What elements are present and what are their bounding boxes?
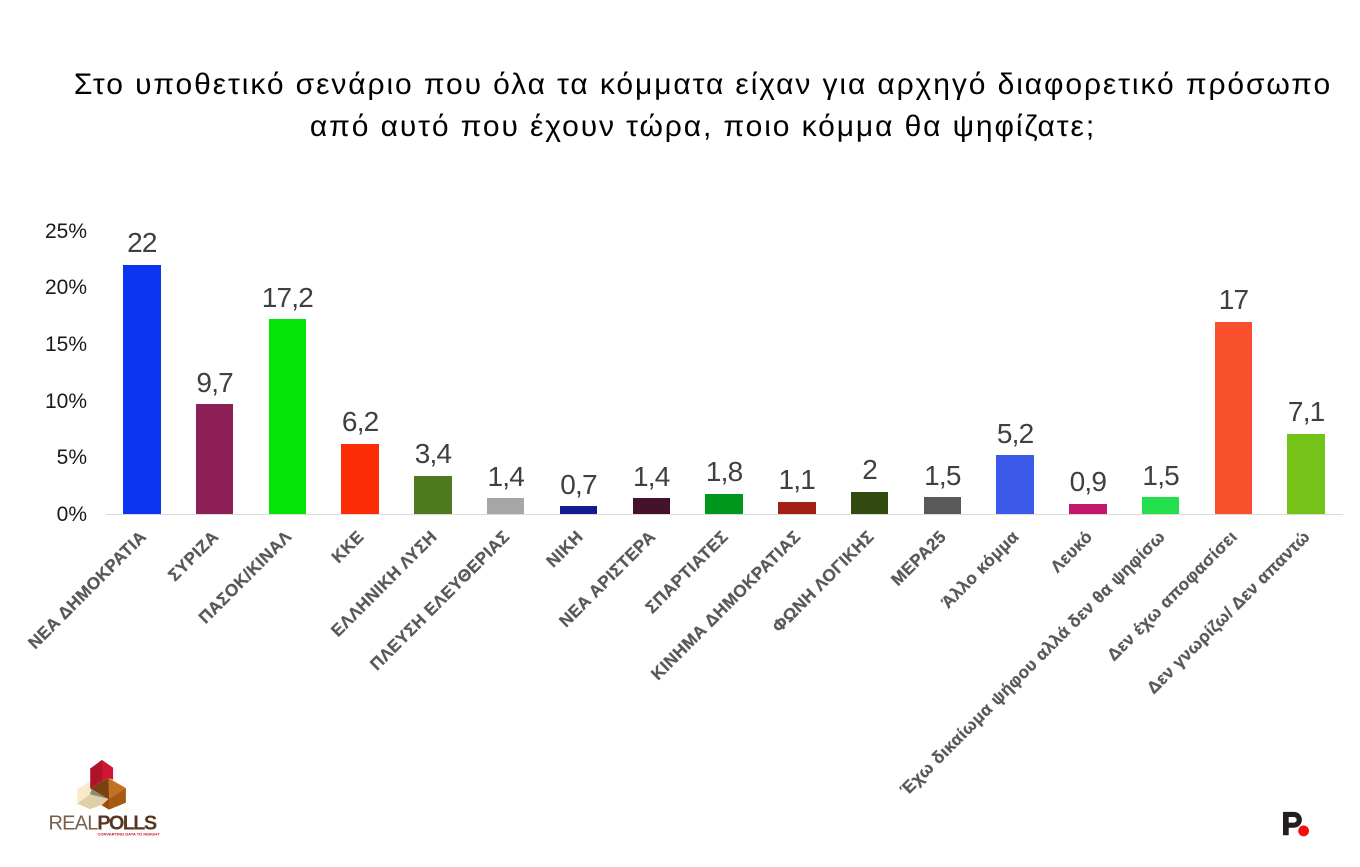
svg-text:CONVERTING DATA TO INSIGHT: CONVERTING DATA TO INSIGHT xyxy=(98,831,161,836)
svg-text:POLLS: POLLS xyxy=(97,812,157,834)
svg-text:REAL: REAL xyxy=(49,812,99,834)
